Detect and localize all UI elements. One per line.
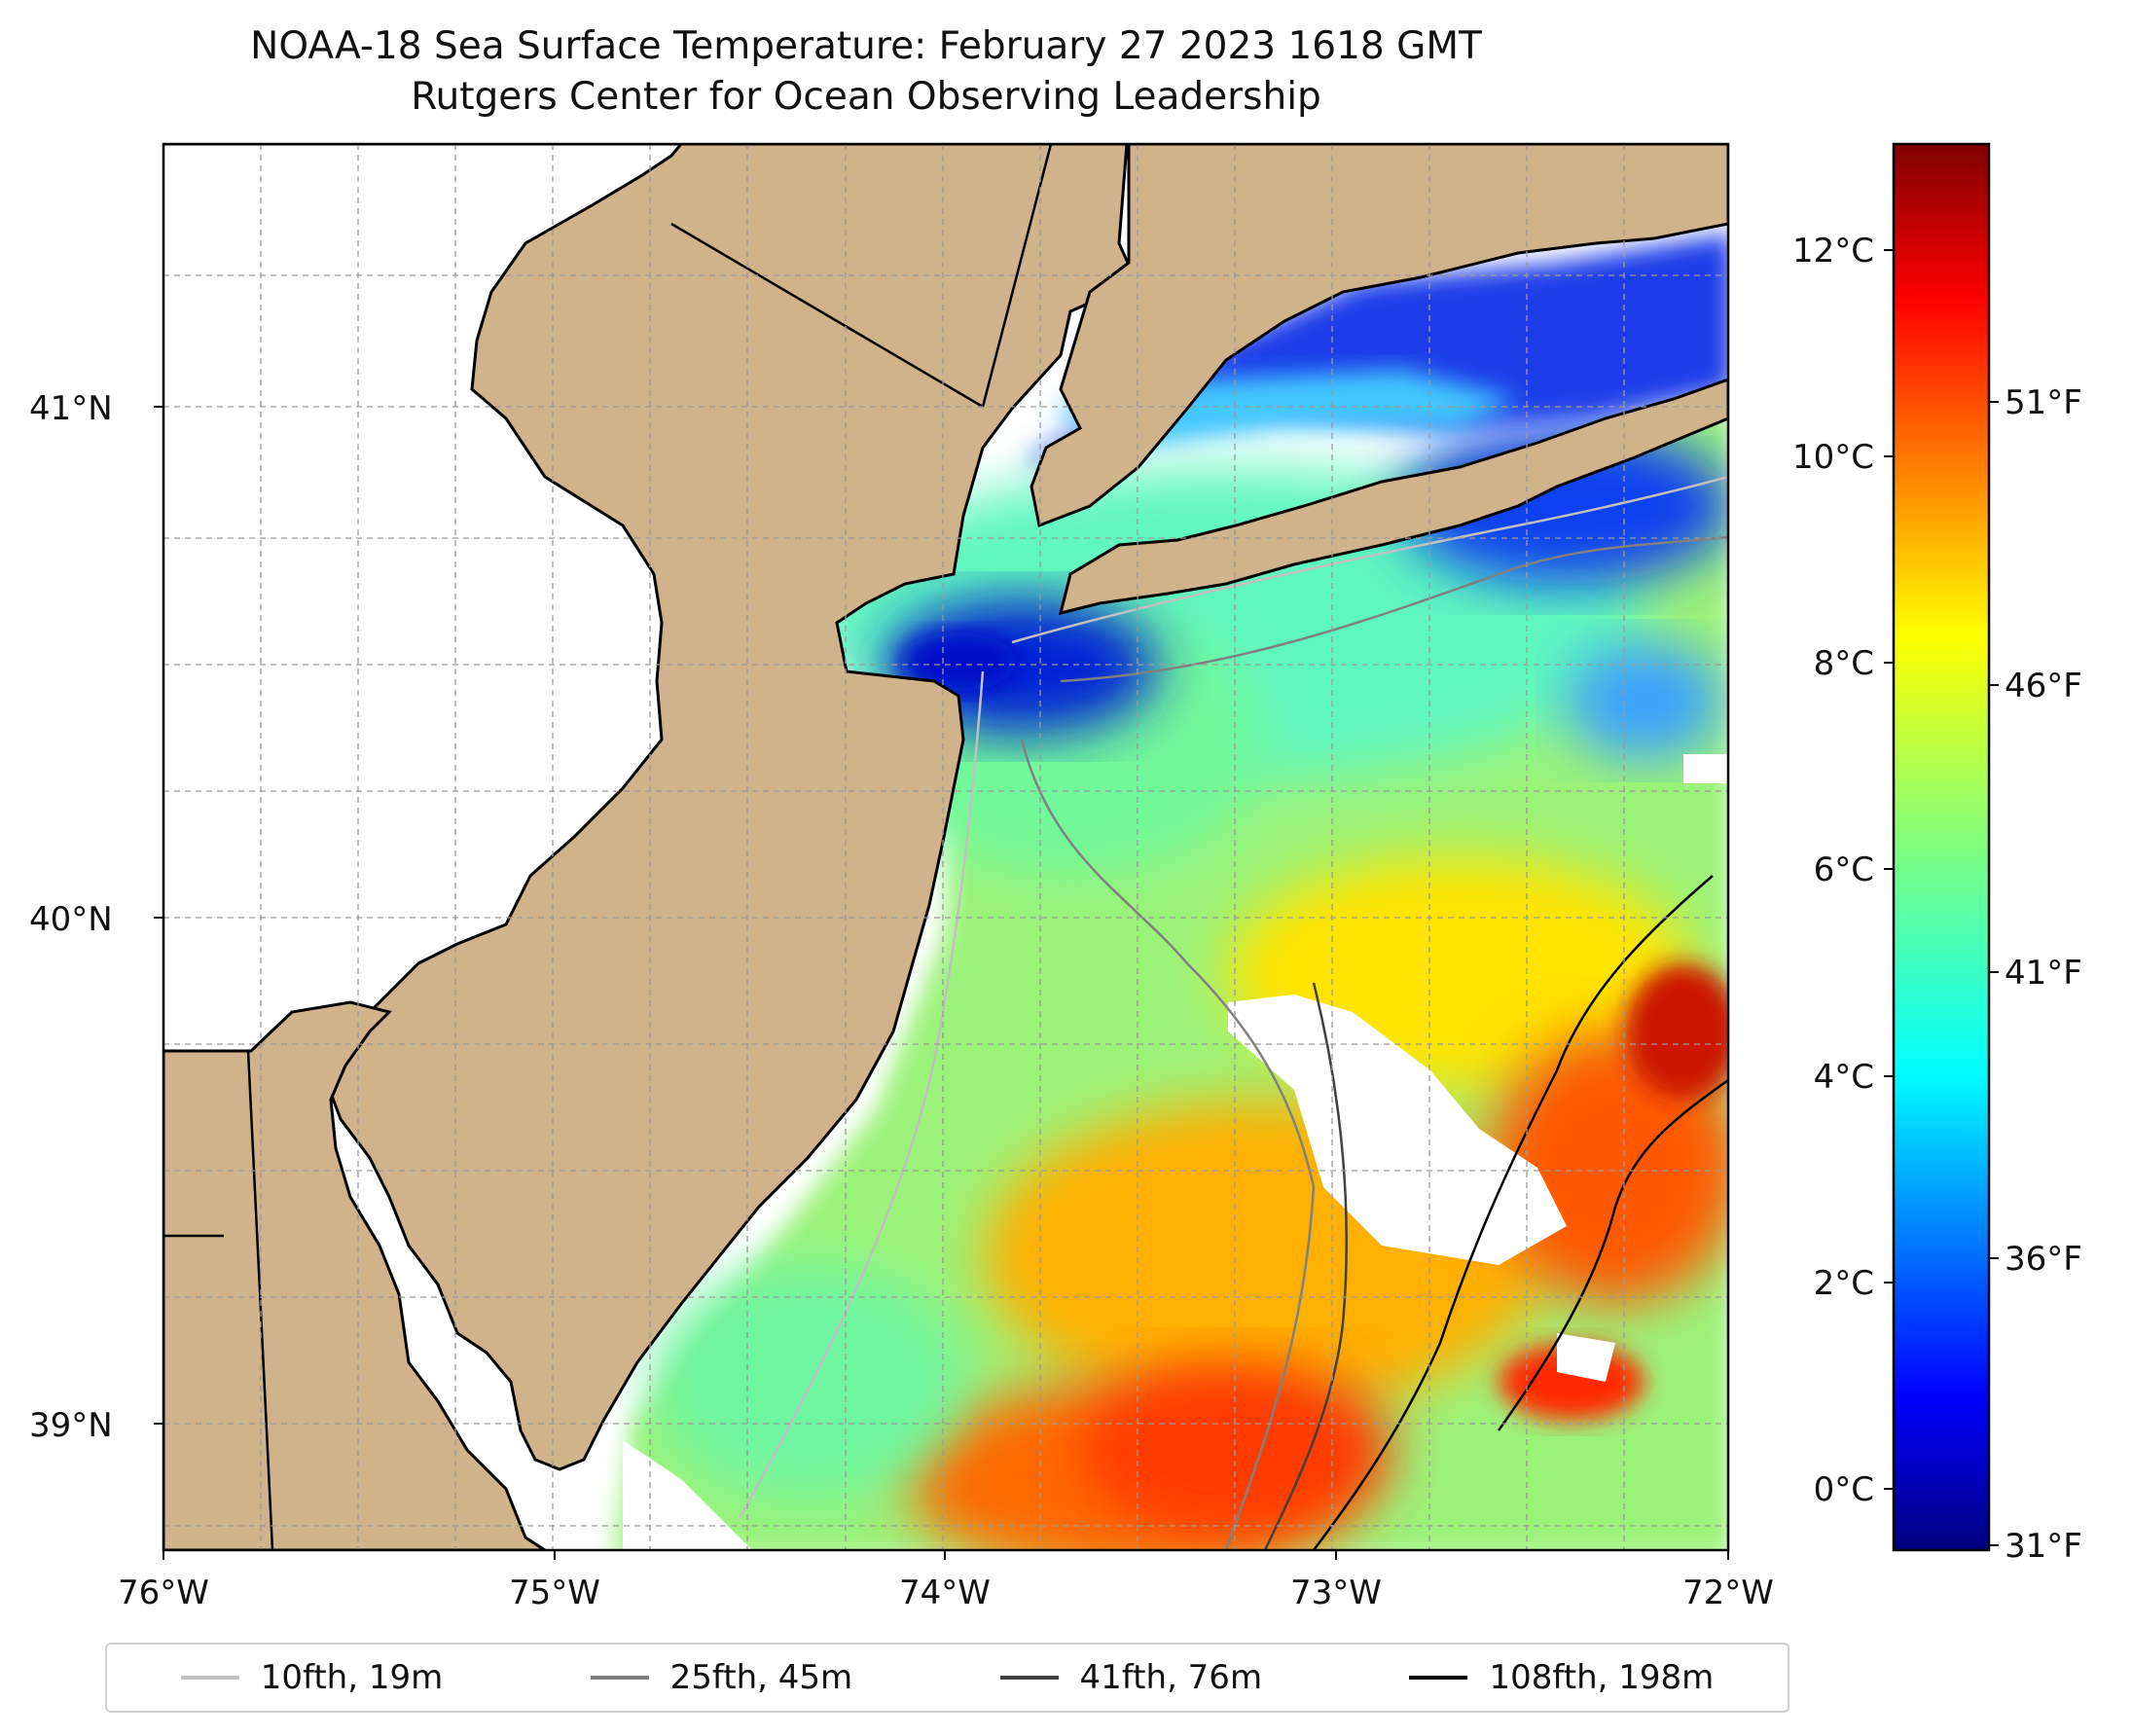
contour-41fth (1263, 982, 1348, 1550)
colorbar-celsius-label: 2°C (1814, 1264, 1874, 1303)
legend-item-108fth: 108fth, 198m (1409, 1658, 1714, 1697)
colorbar-ticks (1884, 249, 1999, 1546)
legend-swatch-41fth (999, 1676, 1059, 1680)
map-title-line2: Rutgers Center for Ocean Observing Leade… (411, 75, 1321, 119)
legend-swatch-10fth (180, 1676, 239, 1680)
colorbar-fahrenheit-label: 36°F (2005, 1240, 2082, 1279)
legend-item-25fth: 25fth, 45m (590, 1658, 853, 1697)
x-tick-label: 74°W (899, 1573, 991, 1612)
y-tick-label: 41°N (29, 389, 113, 428)
land-new-york (1030, 144, 1728, 528)
contour-108fth (1313, 875, 1714, 1550)
land (163, 144, 1728, 1550)
colorbar (1892, 142, 1991, 1552)
x-tick-label: 75°W (509, 1573, 600, 1612)
axis-ticks (154, 406, 1729, 1560)
legend-item-41fth: 41fth, 76m (999, 1658, 1263, 1697)
legend-label: 41fth, 76m (1079, 1658, 1263, 1697)
colorbar-fahrenheit-label: 46°F (2005, 667, 2082, 705)
land-new-jersey (163, 144, 1138, 1471)
sst-field (614, 234, 1728, 1550)
bathymetry-contours (738, 475, 1728, 1550)
legend-item-10fth: 10fth, 19m (180, 1658, 444, 1697)
colorbar-celsius-label: 6°C (1814, 850, 1874, 889)
x-tick-label: 72°W (1682, 1573, 1774, 1612)
map-plot-area (163, 144, 1728, 1550)
colorbar-fahrenheit-label: 51°F (2005, 383, 2082, 422)
contour-10fth (738, 670, 985, 1519)
colorbar-fahrenheit-label: 41°F (2005, 954, 2082, 993)
colorbar-celsius-label: 0°C (1814, 1470, 1874, 1509)
legend-label: 108fth, 198m (1489, 1658, 1715, 1697)
contour-25fth-north (1060, 535, 1728, 683)
gridlines (163, 144, 1728, 1550)
land-long-island (1058, 378, 1728, 616)
legend-swatch-108fth (1409, 1676, 1468, 1680)
x-tick-label: 76°W (118, 1573, 209, 1612)
y-tick-label: 40°N (29, 900, 113, 939)
colorbar-celsius-label: 8°C (1814, 644, 1874, 683)
contour-25fth (1020, 739, 1316, 1550)
land-delaware-maryland (163, 1000, 548, 1550)
colorbar-celsius-label: 12°C (1792, 232, 1874, 271)
colorbar-celsius-label: 4°C (1814, 1058, 1874, 1097)
contour-108fth-east (1497, 1078, 1728, 1431)
legend-label: 25fth, 45m (669, 1658, 853, 1697)
legend-label: 10fth, 19m (260, 1658, 444, 1697)
contour-10fth-north (1011, 475, 1728, 644)
colorbar-celsius-label: 10°C (1792, 438, 1874, 477)
legend-swatch-25fth (590, 1676, 649, 1680)
y-tick-label: 39°N (29, 1406, 113, 1445)
colorbar-fahrenheit-label: 31°F (2005, 1527, 2082, 1566)
contour-legend: 10fth, 19m 25fth, 45m 41fth, 76m 108fth,… (105, 1643, 1789, 1713)
x-tick-label: 73°W (1290, 1573, 1382, 1612)
map-title-line1: NOAA-18 Sea Surface Temperature: Februar… (250, 24, 1482, 68)
